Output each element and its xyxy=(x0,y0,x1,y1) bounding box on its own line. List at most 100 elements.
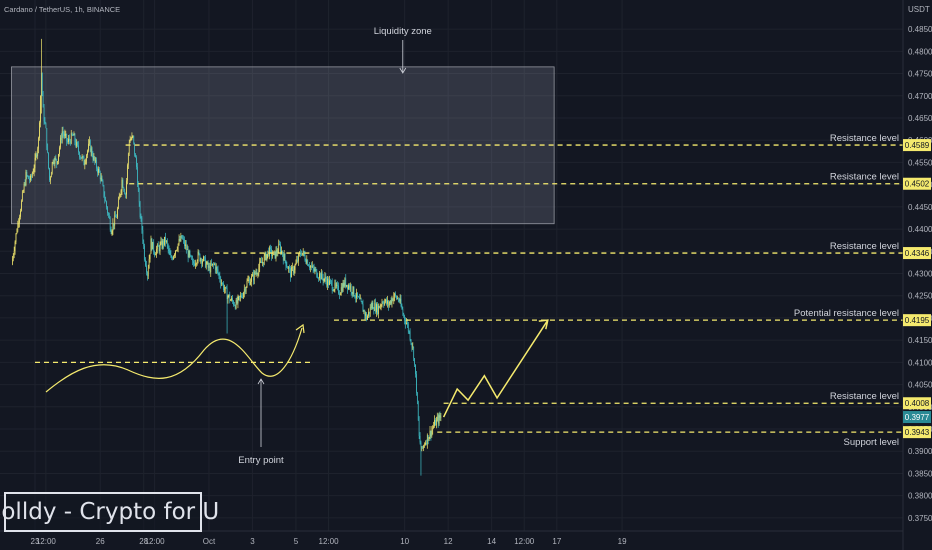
candle-body xyxy=(73,133,75,136)
candle-body xyxy=(435,419,436,426)
candle-body xyxy=(206,261,208,264)
candle-body xyxy=(156,249,157,255)
candle-body xyxy=(169,251,171,256)
candle-body xyxy=(212,263,213,266)
candle-body xyxy=(311,265,313,267)
candle-body xyxy=(224,287,226,290)
candle-body xyxy=(402,309,404,315)
level-price-tag-text: 0.4008 xyxy=(905,399,930,408)
candle-body xyxy=(436,419,437,426)
y-tick-label: 0.4400 xyxy=(908,225,932,234)
candle-body xyxy=(156,244,158,250)
candle-body xyxy=(24,183,26,186)
candle-body xyxy=(354,295,356,298)
candle-body xyxy=(346,284,348,287)
candle-body xyxy=(410,339,412,344)
candle-body xyxy=(20,210,21,217)
candle-body xyxy=(278,244,280,253)
candle-body xyxy=(149,253,151,259)
candle-body xyxy=(271,248,272,256)
candle-body xyxy=(317,276,319,278)
candle-body xyxy=(141,217,143,230)
candle-body xyxy=(194,263,195,266)
candle-body xyxy=(281,250,282,253)
candle-body xyxy=(47,147,49,153)
candle-body xyxy=(178,239,180,244)
candle-body xyxy=(184,239,185,247)
candle-body xyxy=(301,254,302,256)
candle-body xyxy=(344,278,346,287)
level-price-tag-text: 0.4346 xyxy=(905,249,930,258)
candle-body xyxy=(176,249,178,251)
candle-body xyxy=(301,252,303,255)
candle-body xyxy=(385,299,386,302)
candle-body xyxy=(181,235,183,239)
x-tick-label: 12:00 xyxy=(36,537,57,546)
candle-body xyxy=(287,267,289,269)
candle-body xyxy=(364,310,366,316)
candle-body xyxy=(245,287,247,292)
candle-body xyxy=(220,279,222,285)
candle-body xyxy=(263,256,265,265)
candle-body xyxy=(310,265,311,268)
candle-body xyxy=(318,277,319,279)
candle-body xyxy=(286,266,288,268)
candle-body xyxy=(204,256,205,258)
candle-body xyxy=(291,267,292,278)
candle-body xyxy=(229,294,231,301)
candle-body xyxy=(326,280,328,286)
candle-body xyxy=(31,175,32,177)
candle-body xyxy=(222,283,223,285)
candle-body xyxy=(378,306,380,308)
candle-body xyxy=(215,267,217,271)
x-tick-label: 12:00 xyxy=(319,537,340,546)
candle-body xyxy=(126,180,127,195)
candle-body xyxy=(136,157,137,167)
candle-body xyxy=(265,252,267,260)
candle-body xyxy=(41,73,43,93)
candle-body xyxy=(440,416,442,418)
candle-body xyxy=(325,276,327,281)
level-price-tag xyxy=(903,397,931,410)
candle-body xyxy=(381,302,383,306)
candle-body xyxy=(255,272,257,274)
candle-body xyxy=(282,254,284,261)
candle-body xyxy=(360,298,362,302)
candle-body xyxy=(103,185,105,197)
candle-body xyxy=(139,202,141,217)
candle-body xyxy=(196,260,198,264)
candle-body xyxy=(78,145,79,153)
candle-body xyxy=(276,250,278,253)
candle-body xyxy=(40,95,41,123)
candle-body xyxy=(53,161,55,164)
candle-body xyxy=(262,262,264,265)
candle-body xyxy=(163,240,164,245)
candle-body xyxy=(305,260,307,264)
candle-body xyxy=(219,275,221,280)
level-price-tag-text: 0.4589 xyxy=(905,141,930,150)
candle-body xyxy=(397,298,399,301)
candle-body xyxy=(79,152,80,158)
candle-body xyxy=(122,179,124,188)
x-tick-label: 10 xyxy=(400,537,409,546)
candle-body xyxy=(192,259,193,262)
liquidity-zone: Liquidity zone xyxy=(11,26,555,225)
candle-body xyxy=(59,147,60,154)
candle-body xyxy=(204,257,206,268)
candle-body xyxy=(357,292,358,297)
candle-body xyxy=(198,251,200,254)
candle-body xyxy=(228,294,230,297)
candle-body xyxy=(19,216,20,223)
current-price-tag-text: 0.3977 xyxy=(905,413,930,422)
candle-body xyxy=(82,156,84,158)
candle-body xyxy=(118,196,120,200)
candle-body xyxy=(170,255,172,258)
candle-body xyxy=(430,430,432,437)
level-label: Resistance level xyxy=(830,172,899,183)
candle-body xyxy=(23,183,25,192)
candle-body xyxy=(314,269,316,271)
candle-body xyxy=(168,249,170,252)
candle-body xyxy=(339,293,341,296)
candle-body xyxy=(388,303,390,306)
